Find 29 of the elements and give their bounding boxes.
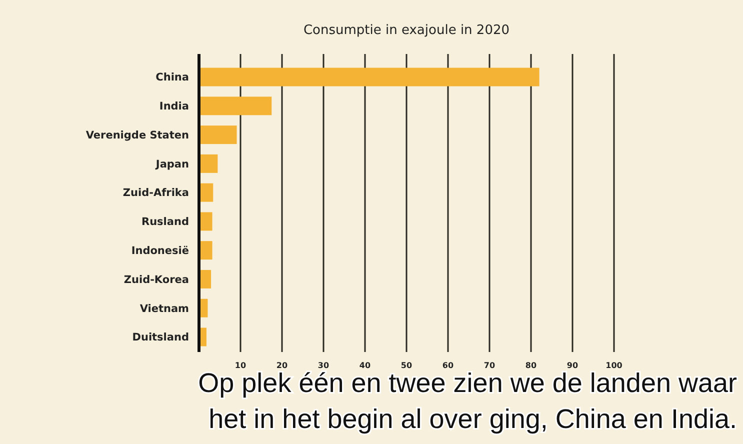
x-tick-label: 60: [442, 361, 454, 370]
x-tick-label: 90: [566, 361, 578, 370]
y-tick-label: Vietnam: [140, 302, 190, 315]
y-tick-label: Verenigde Staten: [86, 129, 189, 142]
bar: [199, 68, 540, 86]
y-tick-label: China: [156, 72, 189, 84]
y-tick-label: Zuid-Afrika: [122, 187, 189, 200]
y-tick-label: India: [159, 100, 189, 113]
bar: [199, 241, 212, 260]
x-tick-label: 80: [525, 361, 537, 370]
x-tick-label: 70: [484, 361, 496, 370]
x-tick-label: 30: [318, 361, 330, 370]
x-tick-label: 10: [234, 361, 246, 370]
text: Op plek één en twee zien we de landen waar: [198, 368, 737, 398]
chart-title: Consumptie in exajoule in 2020: [303, 23, 510, 38]
y-tick-label: Japan: [154, 158, 189, 170]
bar: [199, 212, 212, 231]
x-tick-label: 40: [359, 361, 371, 370]
bar: [199, 154, 218, 173]
x-tick-label: 20: [276, 361, 288, 370]
bar: [199, 96, 272, 116]
bar: [199, 126, 237, 144]
x-tick-label: 100: [606, 361, 623, 370]
y-tick-label: Zuid-Korea: [124, 274, 189, 286]
y-tick-label: Indonesië: [131, 245, 189, 257]
x-tick-label: 50: [400, 361, 412, 370]
text: het in het begin al over ging, China en India.: [208, 404, 737, 434]
y-tick-label: Duitsland: [132, 332, 189, 344]
y-tick-label: Rusland: [142, 216, 189, 228]
